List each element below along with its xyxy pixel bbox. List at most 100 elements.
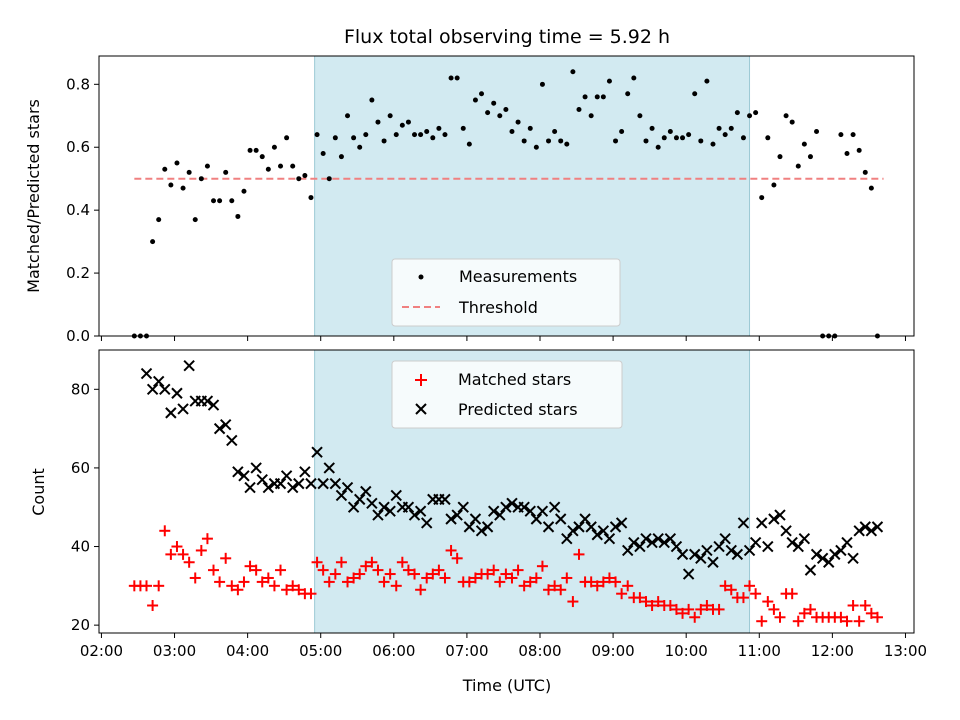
matched-stars-point: [323, 576, 335, 588]
matched-stars-point: [329, 568, 341, 580]
predicted-stars-point: [646, 536, 658, 549]
matched-stars-point: [567, 596, 579, 608]
bottom-panel-ylabel: Count: [29, 468, 48, 516]
predicted-stars-point: [670, 540, 683, 553]
measurement-point: [515, 119, 521, 125]
measurement-point: [412, 132, 418, 138]
measurement-point: [338, 154, 344, 160]
measurement-point: [838, 132, 844, 138]
matched-stars-point: [214, 576, 226, 588]
predicted-stars-point: [244, 481, 256, 494]
y-tick-label: 0.8: [66, 75, 90, 93]
measurement-point: [606, 78, 612, 84]
measurement-point: [472, 97, 478, 103]
measurement-point: [430, 135, 436, 141]
predicted-stars-point: [165, 407, 177, 419]
legend-measurements-marker: [418, 274, 424, 280]
matched-stars-point: [451, 552, 463, 564]
matched-stars-point: [427, 568, 439, 580]
bottom-panel-ticks: 02:00 03:00 04:00 05:00 06:00 07:00 08:00 09:00…: [71, 380, 927, 660]
measurement-point: [625, 91, 631, 97]
predicted-stars-point: [213, 422, 226, 435]
predicted-stars-point: [579, 513, 591, 525]
measurement-point: [765, 135, 771, 141]
matched-stars-point: [317, 564, 329, 576]
matched-stars-point: [591, 580, 603, 592]
measurement-point: [381, 138, 387, 144]
predicted-stars-point: [847, 552, 859, 565]
measurement-point: [710, 141, 716, 147]
matched-stars-point: [549, 580, 561, 592]
matched-stars-point: [469, 572, 481, 584]
predicted-stars-point: [372, 509, 384, 521]
matched-stars-point: [750, 588, 762, 600]
x-tick-label: 10:00: [665, 642, 708, 660]
measurement-point: [436, 125, 442, 131]
measurement-point: [278, 163, 284, 169]
predicted-stars-point: [798, 532, 811, 545]
matched-stars-point: [165, 548, 177, 560]
measurement-point: [198, 176, 204, 182]
matched-stars-point: [372, 564, 384, 576]
measurement-point: [265, 166, 271, 172]
x-tick-label: 06:00: [372, 642, 415, 660]
measurement-point: [284, 135, 290, 141]
measurement-point: [594, 94, 600, 100]
matched-stars-point: [871, 611, 883, 623]
predicted-stars-point: [542, 521, 555, 533]
measurement-point: [156, 217, 162, 223]
predicted-stars-point: [256, 474, 268, 486]
y-tick-label: 0.0: [66, 327, 90, 345]
measurement-point: [753, 110, 759, 116]
measurement-point: [667, 129, 673, 135]
matched-stars-point: [798, 607, 810, 619]
predicted-stars-point: [183, 360, 195, 372]
measurement-point: [844, 151, 850, 157]
measurement-point: [734, 110, 740, 116]
predicted-stars-point: [232, 466, 244, 478]
measurement-point: [424, 129, 430, 135]
measurement-point: [418, 132, 424, 138]
measurement-point: [600, 94, 606, 100]
y-tick-label: 40: [71, 538, 90, 556]
matched-stars-point: [634, 592, 646, 604]
matched-stars-point: [804, 603, 816, 615]
matched-stars-point: [774, 611, 786, 623]
measurement-point: [588, 113, 594, 119]
predicted-stars-point: [676, 548, 689, 561]
predicted-stars-point: [555, 513, 567, 525]
predicted-stars-point: [731, 548, 744, 561]
predicted-stars-point: [469, 513, 482, 525]
matched-stars-point: [433, 564, 445, 576]
matched-stars-point: [220, 552, 232, 564]
predicted-stars-point: [238, 470, 250, 482]
predicted-stars-point: [816, 552, 829, 565]
measurement-point: [509, 129, 515, 135]
y-tick-label: 0.4: [66, 201, 90, 219]
measurement-point: [631, 75, 637, 81]
predicted-stars-point: [366, 497, 378, 509]
measurement-point: [546, 138, 552, 144]
measurement-point: [795, 163, 801, 169]
x-tick-label: 07:00: [445, 642, 488, 660]
matched-stars-point: [640, 596, 652, 608]
matched-stars-point: [792, 615, 804, 627]
x-axis-label: Time (UTC): [462, 676, 551, 695]
matched-stars-point: [354, 568, 366, 580]
matched-stars-point: [141, 580, 153, 592]
measurement-point: [789, 119, 795, 125]
measurement-point: [655, 144, 661, 150]
matched-stars-point: [768, 603, 780, 615]
predicted-stars-point: [457, 501, 469, 513]
matched-stars-point: [616, 588, 628, 600]
measurement-point: [783, 113, 789, 119]
matched-stars-point: [518, 580, 530, 592]
measurement-point: [332, 135, 338, 141]
x-tick-label: 04:00: [226, 642, 269, 660]
predicted-stars-point: [713, 540, 725, 553]
measurement-point: [174, 160, 180, 166]
legend-matched-marker: [415, 374, 427, 386]
measurement-point: [856, 147, 862, 153]
predicted-stars-point: [219, 418, 232, 431]
predicted-stars-point: [171, 387, 183, 399]
